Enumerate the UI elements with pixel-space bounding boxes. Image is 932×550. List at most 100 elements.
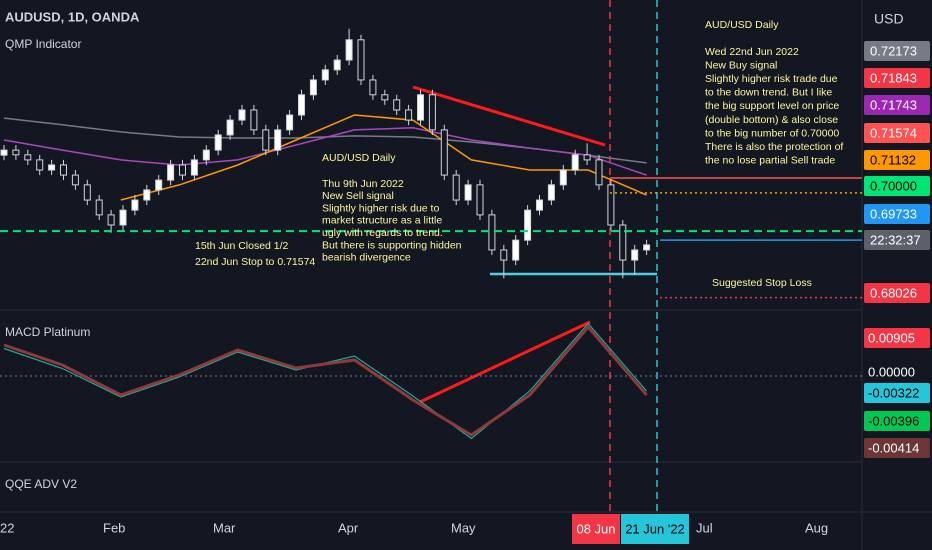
annotation-line: There is also the protection of — [705, 141, 843, 153]
candle-body — [286, 114, 294, 131]
candle-body — [95, 199, 103, 216]
price-badge — [864, 95, 930, 115]
candle-body — [512, 239, 520, 261]
time-label: Apr — [338, 520, 359, 535]
candle-body — [333, 59, 341, 71]
candle-body — [131, 199, 139, 211]
macd-badge — [864, 383, 930, 403]
candle-body — [631, 249, 639, 261]
candle-body — [36, 159, 44, 171]
candle-body — [381, 94, 389, 101]
candle-body — [440, 129, 448, 176]
annotation-line: ugly with regards to trend. — [322, 227, 443, 239]
macd-badge-label: 0.00000 — [868, 364, 915, 379]
annotation-line: the big support level on price — [705, 100, 839, 112]
candle-body — [214, 134, 222, 151]
price-badge-label: 0.71574 — [870, 125, 917, 140]
annotation-line: to the big number of 0.70000 — [705, 127, 839, 139]
candle-body — [0, 149, 8, 156]
candle-body — [476, 184, 484, 216]
annotation-line: But there is supporting hidden — [322, 239, 462, 251]
time-label: Feb — [103, 520, 125, 535]
candle-body — [559, 169, 567, 186]
candle-body — [226, 119, 234, 136]
candle-body — [643, 244, 651, 251]
candle-body — [119, 209, 127, 226]
clock: 22:32:37 — [870, 232, 921, 247]
price-badge — [864, 41, 930, 61]
candle-body — [71, 174, 79, 186]
candle-body — [12, 149, 20, 156]
annotation-line: Thu 9th Jun 2022 — [322, 178, 404, 190]
moving-average — [120, 114, 647, 201]
indicator-name: QMP Indicator — [5, 37, 81, 51]
candle-body — [464, 184, 472, 201]
candle-body — [524, 209, 532, 241]
candle-body — [309, 79, 317, 96]
time-label: Aug — [805, 520, 828, 535]
panel-title: QQE ADV V2 — [5, 477, 77, 491]
candle-body — [321, 69, 329, 81]
candle-body — [60, 164, 67, 176]
time-marker-label: 21 Jun '22 — [625, 521, 685, 536]
trend-line — [412, 85, 606, 147]
candle-body — [24, 154, 32, 161]
annotation-line: 22nd Jun Stop to 0.71574 — [195, 256, 315, 268]
moving-average — [3, 127, 647, 176]
clock-badge — [864, 230, 930, 250]
annotation-line: to the down trend. But I like — [705, 87, 832, 99]
candle-body — [167, 164, 175, 181]
candle-body — [428, 94, 436, 131]
macd-badge-label: -0.00322 — [868, 385, 919, 400]
candle-body — [250, 109, 258, 131]
macd-badge — [864, 438, 930, 458]
price-badge — [864, 68, 930, 88]
candle-body — [238, 109, 246, 121]
candle-body — [417, 94, 424, 121]
price-badge-label: 0.71843 — [870, 70, 917, 85]
currency: USD — [874, 11, 904, 27]
candle-body — [536, 199, 543, 211]
annotation-line: bearish divergence — [322, 252, 411, 264]
panel-title: MACD Platinum — [5, 325, 90, 339]
candle-body — [547, 184, 555, 201]
candle-body — [202, 149, 210, 161]
annotation-title: AUD/USD Daily — [322, 152, 396, 164]
candle-body — [500, 249, 508, 261]
macd-badge-label: -0.00396 — [868, 413, 919, 428]
annotation-line: Slightly higher risk trade due — [705, 73, 838, 85]
annotation-line: New Buy signal — [705, 59, 777, 71]
candle-body — [190, 159, 198, 176]
macd-badge — [864, 328, 930, 348]
price-badge — [864, 176, 930, 196]
annotation-line: market structure as a little — [322, 215, 442, 227]
divergence-line — [419, 320, 591, 404]
candle-body — [357, 39, 365, 81]
price-badge-label: 0.70000 — [870, 178, 917, 193]
candle-body — [452, 174, 460, 201]
candle-body — [595, 159, 603, 186]
candle-body — [571, 154, 579, 171]
annotation-title: AUD/USD Daily — [705, 19, 779, 31]
macd-badge-label: 0.00905 — [868, 330, 915, 345]
candle-body — [583, 154, 591, 161]
candle-body — [298, 94, 305, 116]
candle-body — [345, 39, 353, 61]
time-marker — [621, 514, 689, 544]
annotation-line: the no lose partial Sell trade — [705, 155, 835, 167]
candle-body — [262, 129, 270, 151]
candle-body — [619, 224, 627, 261]
annotation-line: Wed 22nd Jun 2022 — [705, 46, 799, 58]
candle-body — [48, 164, 56, 171]
candle-body — [405, 109, 413, 121]
candle-body — [488, 214, 496, 251]
symbol: AUDUSD, 1D, OANDA — [5, 9, 140, 24]
candle-body — [393, 99, 401, 111]
candle-body — [107, 214, 115, 226]
candle-body — [274, 129, 282, 151]
price-badge-label: 0.68026 — [870, 285, 917, 300]
candle-body — [83, 184, 91, 201]
time-marker — [572, 514, 620, 544]
